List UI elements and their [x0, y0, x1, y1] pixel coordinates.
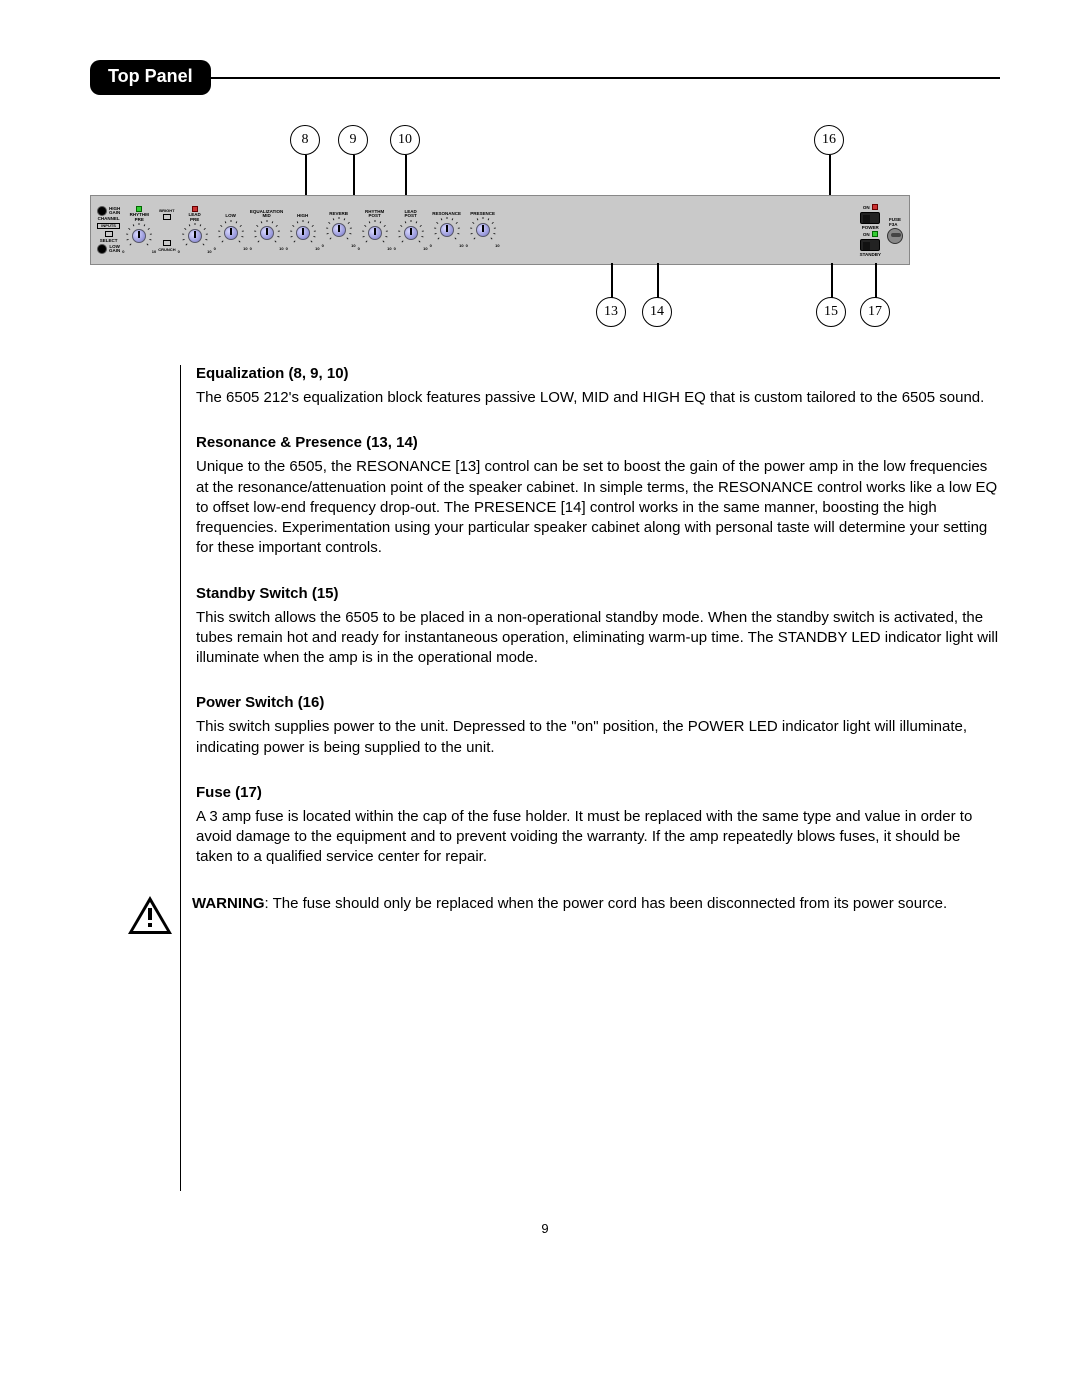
knob-dial[interactable]: [469, 216, 497, 244]
on-label-2: ON: [863, 232, 870, 237]
channel-select-switch[interactable]: [105, 231, 113, 237]
section-body: The 6505 212's equalization block featur…: [196, 388, 1000, 408]
knob-dial[interactable]: [217, 219, 245, 247]
warning-body: : The fuse should only be replaced when …: [265, 895, 948, 912]
crunch-switch[interactable]: [163, 240, 171, 246]
knob-post: LEADPOST010: [394, 210, 428, 251]
section-heading: Fuse (17): [196, 784, 1000, 801]
power-switch[interactable]: [860, 212, 880, 224]
knob-dial[interactable]: [325, 216, 353, 244]
bright-switch[interactable]: [163, 214, 171, 220]
standby-switch[interactable]: [860, 239, 880, 251]
knob-low: LOW010: [214, 210, 248, 251]
callout-line: [829, 155, 831, 195]
power-led: [872, 204, 878, 210]
section-body: This switch allows the 6505 to be placed…: [196, 608, 1000, 669]
knob-reverb: REVERB010: [322, 212, 356, 249]
warning-icon: [126, 894, 174, 941]
inputs-label: INPUTS: [97, 223, 120, 229]
knob-dial[interactable]: [289, 219, 317, 247]
section: Equalization (8, 9, 10) The 6505 212's eq…: [196, 365, 1000, 408]
knob-pre: RHYTHMPRE010: [122, 206, 156, 254]
callout-line: [611, 263, 613, 298]
section: Standby Switch (15) This switch allows th…: [196, 585, 1000, 669]
standby-led: [872, 231, 878, 237]
standby-label: STANDBY: [860, 252, 881, 257]
channel-label: CHANNEL: [97, 217, 120, 222]
section-heading: Resonance & Presence (13, 14): [196, 434, 1000, 451]
section-heading: Equalization (8, 9, 10): [196, 365, 1000, 382]
knob-resonance: RESONANCE010: [430, 212, 464, 249]
callout-line: [657, 263, 659, 298]
knob-dial[interactable]: [433, 216, 461, 244]
page-number: 9: [90, 1221, 1000, 1236]
callout-8: 8: [290, 125, 320, 155]
knob-post: RHYTHMPOST010: [358, 210, 392, 251]
manual-page: Top Panel 891016 HIGHGAIN CHANNEL INPUTS…: [0, 0, 1080, 1276]
content-column: Equalization (8, 9, 10) The 6505 212's eq…: [180, 365, 1000, 1191]
callout-row-top: 89 10 16: [90, 125, 1000, 195]
select-label: SELECT: [97, 239, 120, 244]
callout-line: [875, 263, 877, 298]
header-rule: [211, 77, 1000, 79]
callout-row-bottom: 13 14 15 17: [90, 265, 1000, 335]
knob-dial[interactable]: [397, 219, 425, 247]
section-body: Unique to the 6505, the RESONANCE [13] c…: [196, 457, 1000, 558]
callout-line: [353, 155, 355, 195]
section-header: Top Panel: [90, 60, 1000, 95]
crunch-label: CRUNCH: [158, 247, 175, 252]
section: Resonance & Presence (13, 14) Unique to t…: [196, 434, 1000, 558]
callout-line: [305, 155, 307, 195]
section-body: A 3 amp fuse is located within the cap o…: [196, 807, 1000, 868]
inputs-block: HIGHGAIN CHANNEL INPUTS SELECT LOWGAIN: [97, 206, 120, 254]
knob-dial[interactable]: [253, 219, 281, 247]
knob-mid: EQUALIZATIONMID010: [250, 210, 284, 251]
amp-top-panel: HIGHGAIN CHANNEL INPUTS SELECT LOWGAIN R…: [90, 195, 910, 265]
callout-13: 13: [596, 297, 626, 327]
knob-dial[interactable]: [361, 219, 389, 247]
warning-block: WARNING: The fuse should only be replace…: [126, 894, 1000, 941]
callout-9: 9: [338, 125, 368, 155]
callout-line: [405, 155, 407, 195]
knob-dial[interactable]: [125, 222, 153, 250]
knob-pre: LEADPRE010: [178, 206, 212, 254]
section-heading: Power Switch (16): [196, 694, 1000, 711]
high-gain-input[interactable]: HIGHGAIN: [97, 206, 120, 216]
on-label: ON: [863, 205, 870, 210]
bright-label: BRIGHT: [159, 208, 174, 213]
section: Power Switch (16) This switch supplies po…: [196, 694, 1000, 758]
callout-10: 10: [390, 125, 420, 155]
knob-high: HIGH010: [286, 210, 320, 251]
panel-diagram: 89 10 16 HIGHGAIN CHANNEL INPUTS SELECT LO…: [90, 125, 1000, 335]
section: Fuse (17) A 3 amp fuse is located within …: [196, 784, 1000, 868]
knob-presence: PRESENCE010: [466, 212, 500, 249]
knob-dial[interactable]: [181, 222, 209, 250]
section-heading: Standby Switch (15): [196, 585, 1000, 602]
section-title-badge: Top Panel: [90, 60, 211, 95]
power-label: POWER: [862, 225, 879, 230]
callout-line: [831, 263, 833, 298]
callout-14: 14: [642, 297, 672, 327]
warning-label: WARNING: [192, 895, 265, 912]
warning-text: WARNING: The fuse should only be replace…: [192, 894, 1000, 914]
low-gain-input[interactable]: LOWGAIN: [97, 244, 120, 254]
callout-15: 15: [816, 297, 846, 327]
callout-16: 16: [814, 125, 844, 155]
section-body: This switch supplies power to the unit. …: [196, 717, 1000, 758]
callout-17: 17: [860, 297, 890, 327]
fuse-label: FUSE F3A: [889, 217, 901, 227]
power-zone: ON POWER ON STANDBY FUSE F3A: [860, 204, 903, 257]
fuse-holder[interactable]: [887, 228, 903, 244]
bright-crunch-block: BRIGHT CRUNCH: [158, 208, 175, 252]
